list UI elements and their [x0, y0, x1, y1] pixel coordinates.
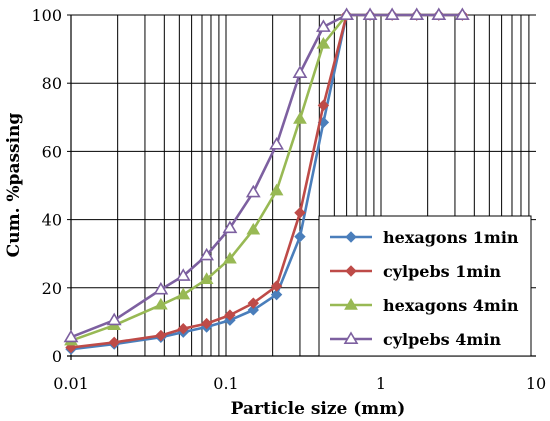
- x-tick-label: 0.01: [53, 374, 89, 393]
- data-point: [316, 36, 331, 49]
- data-point: [247, 304, 260, 316]
- data-point: [199, 272, 214, 284]
- data-point: [175, 268, 191, 281]
- data-point: [200, 317, 213, 330]
- legend-entry: cylpebs 4min: [330, 330, 501, 349]
- legend-label: cylpebs 4min: [383, 330, 501, 349]
- data-point: [270, 288, 283, 301]
- data-point: [431, 7, 447, 21]
- data-point: [294, 230, 306, 243]
- data-point: [106, 312, 122, 326]
- data-point: [245, 184, 261, 198]
- data-point: [177, 323, 189, 335]
- legend-label: hexagons 4min: [383, 296, 519, 315]
- series-line: [70, 13, 463, 339]
- y-tick-label: 0: [52, 347, 62, 366]
- data-point: [108, 336, 120, 349]
- data-point: [223, 251, 237, 264]
- data-point: [345, 265, 357, 277]
- data-point: [344, 298, 358, 310]
- data-point: [224, 309, 236, 321]
- data-point: [153, 281, 169, 295]
- data-point: [222, 220, 238, 234]
- legend-entry: cylpebs 1min: [330, 262, 501, 281]
- legend-label: hexagons 1min: [383, 228, 519, 247]
- data-point: [409, 7, 425, 21]
- data-point: [362, 7, 378, 21]
- x-axis-title: Particle size (mm): [231, 399, 406, 419]
- legend-label: cylpebs 1min: [383, 262, 501, 281]
- data-point: [199, 247, 215, 261]
- data-point: [292, 65, 308, 78]
- data-point: [339, 7, 355, 21]
- data-point: [270, 280, 283, 292]
- data-point: [294, 207, 306, 219]
- legend-entry: hexagons 4min: [330, 296, 519, 315]
- data-point: [317, 99, 330, 112]
- series-cylpebs-4min: [63, 7, 470, 343]
- y-tick-label: 60: [42, 142, 62, 161]
- legend-entry: hexagons 1min: [330, 228, 519, 247]
- data-point: [454, 7, 470, 21]
- data-point: [246, 222, 261, 235]
- data-point: [384, 7, 400, 21]
- legend: hexagons 1min cylpebs 1min hexagons 4min cy…: [318, 215, 532, 357]
- series-layer: [63, 7, 470, 355]
- data-point: [343, 331, 359, 345]
- data-point: [155, 329, 167, 342]
- data-point: [63, 329, 79, 343]
- data-point: [153, 297, 168, 310]
- x-tick-label: 10: [526, 374, 546, 393]
- y-axis-title: Cum. %passing: [4, 113, 24, 258]
- data-point: [316, 19, 331, 32]
- data-point: [269, 183, 284, 196]
- y-tick-label: 20: [42, 279, 62, 298]
- y-tick-label: 100: [31, 6, 62, 25]
- data-point: [345, 231, 357, 243]
- x-tick-label: 1: [376, 374, 386, 393]
- data-point: [247, 297, 260, 309]
- y-tick-label: 80: [42, 74, 62, 93]
- x-tick-label: 0.1: [213, 374, 238, 393]
- data-point: [176, 287, 191, 300]
- data-point: [293, 112, 307, 124]
- data-point: [269, 137, 284, 150]
- y-tick-label: 40: [42, 211, 62, 230]
